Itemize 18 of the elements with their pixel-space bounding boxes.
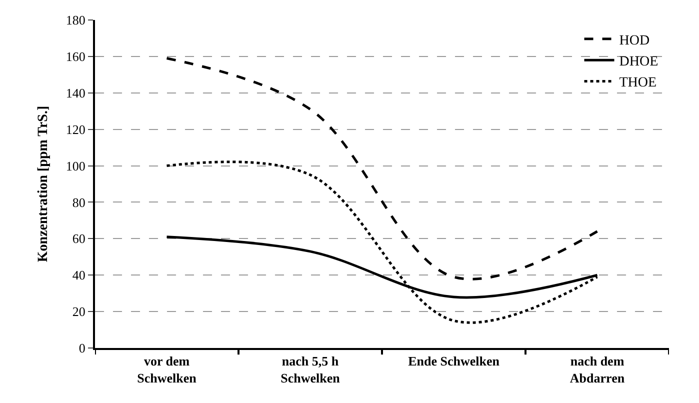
x-tick-label: nach 5,5 h Schwelken	[280, 354, 341, 386]
y-tick-label: 140	[66, 85, 86, 100]
y-axis-title: Konzentration [ppm TrS.]	[36, 106, 51, 262]
legend-label: DHOE	[619, 54, 658, 70]
y-tick-label: 0	[78, 340, 86, 356]
y-tick-label: 60	[72, 231, 86, 246]
x-tick-label: vor dem Schwelken	[137, 354, 198, 386]
legend-label: THOE	[619, 76, 657, 91]
y-tick-label: 160	[66, 48, 86, 64]
y-tick-label: 80	[72, 194, 86, 210]
legend-label: HOD	[619, 33, 650, 48]
y-tick-label: 20	[72, 304, 86, 320]
y-tick-label: 40	[72, 268, 86, 283]
x-tick-label: nach dem Abdarren	[570, 354, 626, 386]
x-tick-label: Ende Schwelken	[408, 354, 500, 369]
y-tick-label: 100	[66, 158, 86, 174]
y-tick-label: 120	[66, 122, 86, 137]
y-tick-label: 180	[66, 12, 86, 28]
